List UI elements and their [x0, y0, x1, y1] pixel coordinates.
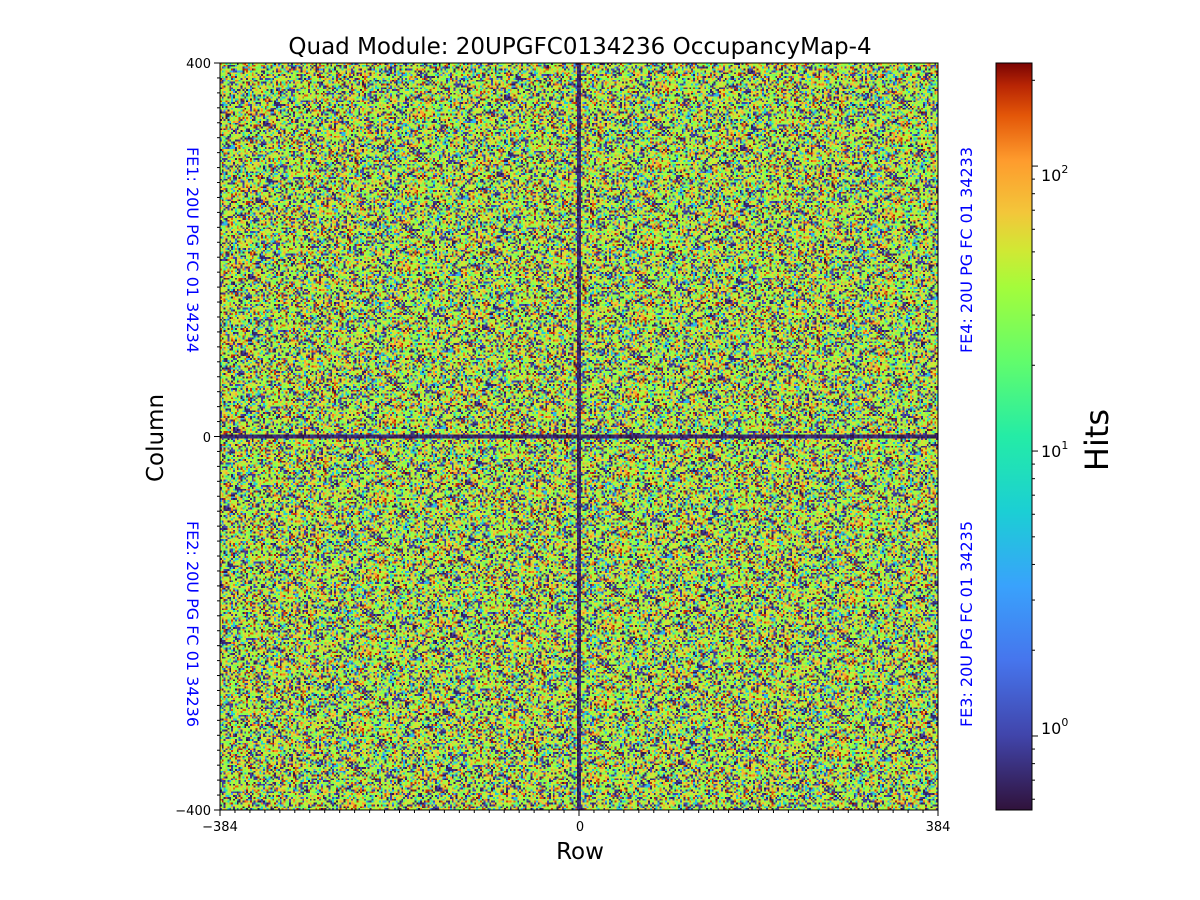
colorbar-gradient — [996, 63, 1032, 810]
colorbar-ticks — [1032, 79, 1038, 800]
y-tick-label-max: 400 — [186, 57, 211, 72]
x-axis-label: Row — [556, 839, 604, 865]
chip-label-fe4: FE4: 20U PG FC 01 34233 — [957, 147, 976, 353]
y-axis-label: Column — [143, 394, 169, 482]
chip-label-fe3: FE3: 20U PG FC 01 34235 — [957, 521, 976, 727]
colorbar-tick-label-100: 102 — [1041, 163, 1068, 185]
x-tick-label-zero: 0 — [576, 820, 584, 835]
axis-ticks — [214, 62, 939, 816]
chip-label-fe2: FE2: 20U PG FC 01 34236 — [183, 521, 202, 727]
chart-title: Quad Module: 20UPGFC0134236 OccupancyMap… — [288, 34, 871, 60]
chip-label-fe1: FE1: 20U PG FC 01 34234 — [183, 147, 202, 353]
colorbar-frame — [995, 62, 1033, 811]
colorbar-tick-label-10: 101 — [1041, 439, 1068, 461]
colorbar-tick-label-1: 100 — [1041, 716, 1068, 738]
y-tick-label-zero: 0 — [203, 431, 211, 446]
heatmap-plot-area — [219, 62, 939, 811]
colorbar-label: Hits — [1078, 409, 1116, 471]
x-tick-label-max: 384 — [926, 820, 951, 835]
colorbar — [995, 62, 1033, 811]
y-tick-label-min: −400 — [175, 804, 211, 819]
x-tick-label-min: −384 — [202, 820, 238, 835]
heatmap-image — [220, 63, 938, 810]
